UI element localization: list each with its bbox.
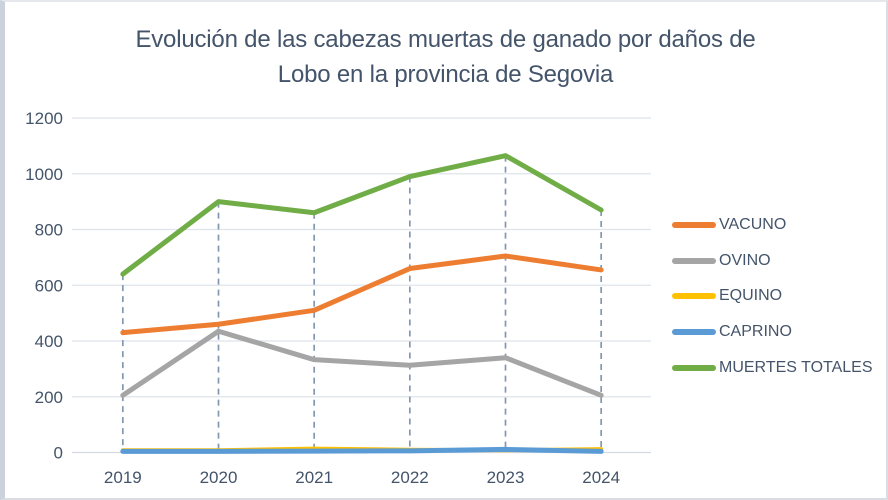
- x-tick-label-2024: 2024: [582, 468, 620, 487]
- legend-item-ovino: OVINO: [672, 243, 882, 279]
- chart-title-line1: Evolución de las cabezas muertas de gana…: [135, 26, 756, 53]
- x-tick-label-2023: 2023: [487, 468, 525, 487]
- legend-label: EQUINO: [719, 287, 783, 305]
- series-line-caprino: [120, 446, 604, 454]
- y-tick-label-1200: 1200: [25, 109, 63, 128]
- legend-marker-ovino: [672, 257, 716, 264]
- y-tick-label-600: 600: [35, 276, 63, 295]
- legend: VACUNO OVINO EQUINO CAPRINO MUERTES TOTALES: [672, 207, 882, 386]
- legend-label: VACUNO: [719, 215, 787, 233]
- x-tick-label-2019: 2019: [104, 468, 142, 487]
- y-tick-label-800: 800: [35, 221, 63, 240]
- legend-marker-caprino: [672, 329, 716, 336]
- chart-title: Evolución de las cabezas muertas de gana…: [5, 22, 886, 92]
- series-line-muertes-totales: [120, 153, 604, 277]
- legend-item-vacuno: VACUNO: [672, 207, 882, 243]
- legend-marker-vacuno: [672, 221, 716, 228]
- y-tick-label-0: 0: [54, 444, 63, 463]
- legend-label: CAPRINO: [719, 323, 792, 341]
- drop-lines: [121, 155, 603, 453]
- y-tick-label-200: 200: [35, 388, 63, 407]
- x-tick-label-2021: 2021: [295, 468, 333, 487]
- legend-marker-muertes-totales: [672, 365, 716, 372]
- legend-marker-equino: [672, 293, 716, 300]
- legend-item-muertes-totales: MUERTES TOTALES: [672, 350, 882, 386]
- plot-area: 0 200 400 600 800 1000 1200 2019 2020 2021 2022 202…: [25, 109, 651, 487]
- legend-item-caprino: CAPRINO: [672, 314, 882, 350]
- y-tick-label-400: 400: [35, 332, 63, 351]
- legend-label: MUERTES TOTALES: [719, 359, 873, 377]
- x-axis-labels: 2019 2020 2021 2022 2023 2024: [104, 468, 620, 487]
- x-tick-label-2020: 2020: [200, 468, 238, 487]
- series-line-vacuno: [120, 253, 604, 336]
- x-tick-label-2022: 2022: [391, 468, 429, 487]
- series-line-ovino: [120, 328, 604, 398]
- chart-title-line2: Lobo en la provincia de Segovia: [277, 61, 614, 88]
- legend-item-equino: EQUINO: [672, 279, 882, 315]
- y-tick-label-1000: 1000: [25, 165, 63, 184]
- gridlines: [72, 117, 651, 454]
- legend-label: OVINO: [719, 251, 771, 269]
- y-axis-labels: 0 200 400 600 800 1000 1200: [25, 109, 63, 463]
